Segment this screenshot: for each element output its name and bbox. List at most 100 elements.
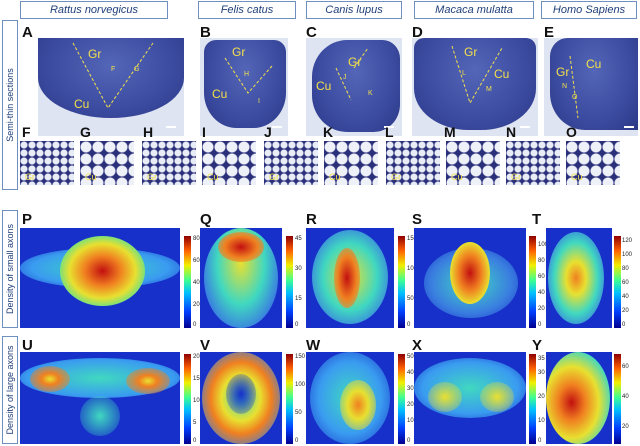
zoom-tile-j: Gr xyxy=(264,141,318,185)
colorbar-tick: 0 xyxy=(538,438,542,444)
colorbar-tick: 120 xyxy=(622,238,633,244)
panel-label-c: C xyxy=(306,24,317,41)
heatmap-small-t xyxy=(546,228,612,328)
row-label-small-axons: Density of small axons xyxy=(2,210,18,328)
species-header-macaque: Macaca mulatta xyxy=(414,1,534,19)
zoom-tile-l: Gr xyxy=(386,141,440,185)
panel-label-s: S xyxy=(412,211,423,228)
region-label-cu: Cu xyxy=(494,67,510,81)
sample-marker-n: N xyxy=(562,83,568,90)
region-label-gr: Gr xyxy=(88,47,102,61)
colorbar-tick: 5 xyxy=(193,420,197,426)
zoom-tile-o: Cu xyxy=(566,141,620,185)
colorbar-tick: 20 xyxy=(538,394,545,400)
sample-marker-k: K xyxy=(368,90,373,97)
colorbar-tick: 15 xyxy=(193,376,200,382)
panel-label-l: L xyxy=(385,124,394,140)
colorbar-tick: 40 xyxy=(193,280,200,286)
section-image-b: Gr Cu H I xyxy=(200,38,288,136)
region-label-gr: Gr xyxy=(556,65,570,79)
panel-label-h: H xyxy=(143,124,154,140)
panel-label-y: Y xyxy=(532,337,543,354)
colorbar-tick: 20 xyxy=(538,306,545,312)
panel-label-n: N xyxy=(506,124,517,140)
colorbar-large-y xyxy=(614,354,621,444)
panel-label-v: V xyxy=(200,337,211,354)
colorbar-tick: 40 xyxy=(622,294,629,300)
zoom-tile-m: Cu xyxy=(446,141,500,185)
colorbar-small-q xyxy=(286,236,293,328)
panel-label-d: D xyxy=(412,24,423,41)
region-label-gr: Gr xyxy=(348,55,362,69)
panel-label-u: U xyxy=(22,337,33,354)
colorbar-tick: 20 xyxy=(193,302,200,308)
scale-bar xyxy=(166,126,176,128)
colorbar-tick: 40 xyxy=(622,394,629,400)
colorbar-tick: 0 xyxy=(295,322,299,328)
colorbar-tick: 80 xyxy=(622,266,629,272)
colorbar-tick: 100 xyxy=(622,252,633,258)
heatmap-large-v xyxy=(200,352,282,444)
region-label-cu: Cu xyxy=(74,97,90,111)
panel-label-m: M xyxy=(444,124,456,140)
colorbar-tick: 60 xyxy=(622,364,629,370)
colorbar-small-s xyxy=(529,236,536,328)
colorbar-large-w xyxy=(398,354,405,444)
colorbar-small-t xyxy=(614,236,621,328)
panel-label-w: W xyxy=(306,337,321,354)
colorbar-tick: 80 xyxy=(538,258,545,264)
colorbar-tick: 20 xyxy=(622,424,629,430)
section-image-a: Gr Cu F G xyxy=(38,38,184,136)
region-label-gr: Gr xyxy=(464,45,478,59)
colorbar-tick: 10 xyxy=(407,418,414,424)
region-label-gr: Gr xyxy=(232,45,246,59)
colorbar-tick: 60 xyxy=(193,258,200,264)
colorbar-tick: 10 xyxy=(193,398,200,404)
colorbar-tick: 50 xyxy=(407,296,414,302)
colorbar-tick: 50 xyxy=(407,354,414,360)
panel-label-x: X xyxy=(412,337,423,354)
colorbar-tick: 35 xyxy=(538,356,545,362)
panel-label-p: P xyxy=(22,211,33,228)
row-label-large-axons: Density of large axons xyxy=(2,336,18,444)
sample-marker-m: M xyxy=(486,86,492,93)
scale-bar xyxy=(520,126,530,128)
colorbar-tick: 0 xyxy=(407,322,411,328)
sample-marker-f: F xyxy=(111,66,116,73)
heatmap-large-w xyxy=(306,352,394,444)
colorbar-tick: 150 xyxy=(295,354,306,360)
colorbar-tick: 30 xyxy=(407,386,414,392)
region-label-cu: Cu xyxy=(316,79,332,93)
sample-marker-i: I xyxy=(258,98,260,105)
colorbar-tick: 20 xyxy=(407,402,414,408)
panel-label-a: A xyxy=(22,24,33,41)
panel-label-f: F xyxy=(22,124,31,140)
colorbar-tick: 10 xyxy=(538,418,545,424)
zoom-tile-n: Gr xyxy=(506,141,560,185)
panel-label-r: R xyxy=(306,211,317,228)
colorbar-tick: 50 xyxy=(295,410,302,416)
zoom-tile-i: Cu xyxy=(202,141,256,185)
colorbar-small-r xyxy=(398,236,405,328)
colorbar-tick: 60 xyxy=(622,280,629,286)
section-image-d: Gr Cu L M xyxy=(412,38,538,136)
scale-bar xyxy=(384,126,394,128)
colorbar-tick: 40 xyxy=(538,290,545,296)
panel-label-e: E xyxy=(544,24,555,41)
zoom-tile-h: Gr xyxy=(142,141,196,185)
region-label-cu: Cu xyxy=(586,57,602,71)
colorbar-tick: 0 xyxy=(193,322,197,328)
panel-label-i: I xyxy=(202,124,206,140)
panel-label-o: O xyxy=(566,124,577,140)
heatmap-large-y xyxy=(546,352,612,444)
scale-bar xyxy=(624,126,634,128)
boundary-lines-b xyxy=(224,57,273,94)
zoom-tile-k: Cu xyxy=(324,141,378,185)
colorbar-tick: 100 xyxy=(538,242,549,248)
colorbar-tick: 0 xyxy=(407,438,411,444)
panel-label-k: K xyxy=(323,124,334,140)
sample-marker-o: O xyxy=(572,94,578,101)
panel-label-j: J xyxy=(264,124,272,140)
colorbar-tick: 15 xyxy=(295,296,302,302)
boundary-lines-c xyxy=(335,47,369,101)
